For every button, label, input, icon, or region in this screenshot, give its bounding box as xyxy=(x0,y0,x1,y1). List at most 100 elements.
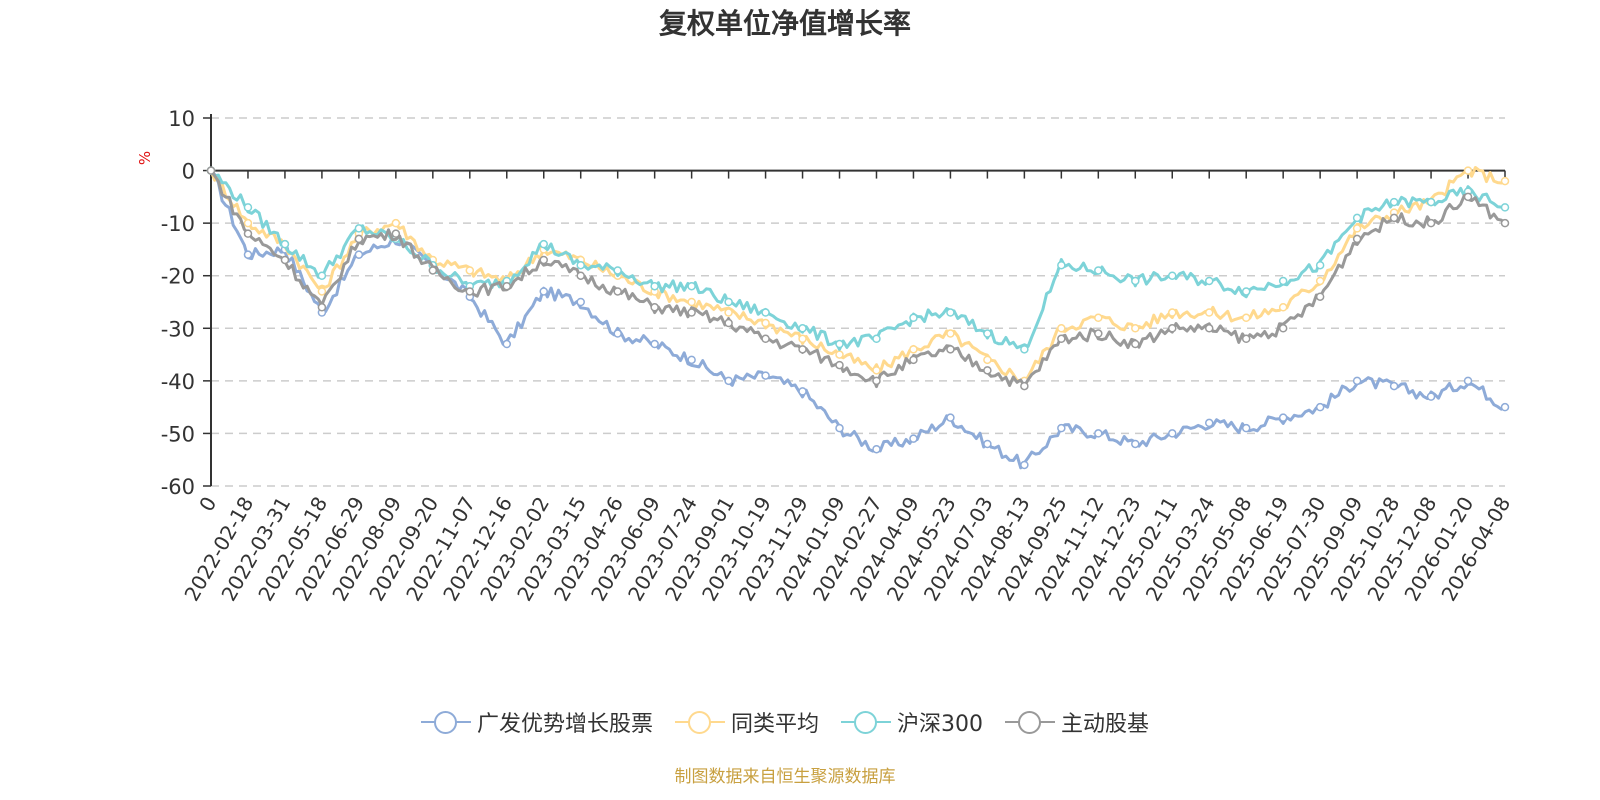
data-point xyxy=(1500,176,1510,186)
data-point xyxy=(1278,276,1288,286)
data-point xyxy=(650,281,659,291)
data-point xyxy=(1168,324,1177,333)
data-point xyxy=(724,376,733,386)
y-tick-label: -60 xyxy=(161,475,195,499)
data-point xyxy=(1204,308,1214,317)
y-tick-label: -40 xyxy=(161,370,195,394)
data-point xyxy=(687,355,696,365)
data-point xyxy=(909,355,918,365)
data-point xyxy=(576,271,585,280)
data-point xyxy=(1204,418,1214,428)
data-point xyxy=(1020,381,1029,391)
data-point xyxy=(687,281,696,291)
data-point xyxy=(1389,381,1399,391)
data-point xyxy=(1057,423,1066,433)
y-tick-label: 0 xyxy=(182,160,195,184)
legend-label: 沪深300 xyxy=(897,712,983,737)
y-tick-labels: 10 0 -10 -20 -30 -40 -50 -60 xyxy=(161,107,211,499)
data-point xyxy=(1057,260,1066,270)
data-point xyxy=(243,218,253,228)
legend-label: 同类平均 xyxy=(730,712,819,737)
legend-item[interactable]: 同类平均 xyxy=(674,706,819,738)
data-point xyxy=(1315,292,1325,301)
data-point xyxy=(983,355,992,365)
data-point xyxy=(1315,276,1325,286)
data-point xyxy=(1352,213,1362,223)
data-point xyxy=(1131,439,1140,449)
data-point xyxy=(280,239,290,249)
series-2 xyxy=(206,166,1510,354)
x-tick-label: 0 xyxy=(194,493,221,516)
y-tick-label: -50 xyxy=(161,422,195,446)
data-point xyxy=(539,287,548,296)
series-0 xyxy=(206,166,1510,470)
data-point xyxy=(1094,429,1103,438)
legend-item[interactable]: 主动股基 xyxy=(1005,706,1149,738)
legend-marker xyxy=(1005,710,1055,734)
data-point xyxy=(1241,287,1251,296)
data-point xyxy=(243,229,253,238)
legend-marker xyxy=(674,710,725,734)
data-point xyxy=(1463,376,1473,386)
data-point xyxy=(650,339,659,349)
data-point xyxy=(502,339,512,349)
legend-label: 主动股基 xyxy=(1061,712,1150,737)
data-point xyxy=(243,203,253,212)
data-point xyxy=(798,345,807,354)
series-line xyxy=(209,169,1506,470)
data-point xyxy=(761,308,770,317)
data-point xyxy=(909,434,918,443)
data-point xyxy=(1094,329,1103,338)
data-point xyxy=(354,250,364,259)
data-point xyxy=(1500,402,1510,412)
y-tick-label: -20 xyxy=(161,265,195,289)
series-line xyxy=(209,169,1506,389)
data-point xyxy=(724,297,733,307)
data-point xyxy=(1352,224,1362,233)
data-point xyxy=(835,339,844,349)
data-point xyxy=(872,376,881,386)
source-note: 制图数据来自恒生聚源数据库 xyxy=(674,767,896,787)
data-point xyxy=(1057,324,1066,333)
legend-item[interactable]: 广发优势增长股票 xyxy=(420,706,653,738)
data-point xyxy=(1463,192,1473,202)
data-point xyxy=(724,318,733,328)
data-point xyxy=(1500,203,1510,212)
data-point xyxy=(391,218,401,228)
data-point xyxy=(1426,197,1436,207)
data-point xyxy=(946,345,955,354)
data-point xyxy=(835,423,844,433)
y-tick-label: -30 xyxy=(161,317,195,341)
data-point xyxy=(1094,266,1103,275)
data-point xyxy=(835,350,844,359)
series-line xyxy=(209,169,1506,351)
data-point xyxy=(1315,402,1325,412)
data-point xyxy=(539,239,548,249)
legend-label: 广发优势增长股票 xyxy=(476,712,653,737)
legend-marker xyxy=(841,710,891,734)
data-point xyxy=(983,329,992,338)
data-point xyxy=(724,308,733,317)
data-point xyxy=(502,281,512,291)
data-point xyxy=(1241,334,1251,344)
data-point xyxy=(465,287,475,296)
data-point xyxy=(1426,218,1436,228)
data-point xyxy=(317,303,327,312)
data-point xyxy=(1241,313,1251,323)
data-point xyxy=(1389,213,1399,223)
series-lines xyxy=(206,166,1510,470)
legend-item[interactable]: 沪深300 xyxy=(841,706,983,738)
data-point xyxy=(687,297,696,307)
data-point xyxy=(1352,234,1362,244)
data-point xyxy=(1131,339,1140,349)
data-point xyxy=(465,266,475,275)
data-point xyxy=(539,255,548,265)
data-point xyxy=(983,366,992,375)
legend: 广发优势增长股票 同类平均 沪深300 主动股基 xyxy=(0,706,1570,738)
data-point xyxy=(428,266,438,275)
data-point xyxy=(909,345,918,354)
data-point xyxy=(983,439,992,449)
y-axis-label: % xyxy=(136,151,154,165)
data-point xyxy=(1057,334,1066,344)
